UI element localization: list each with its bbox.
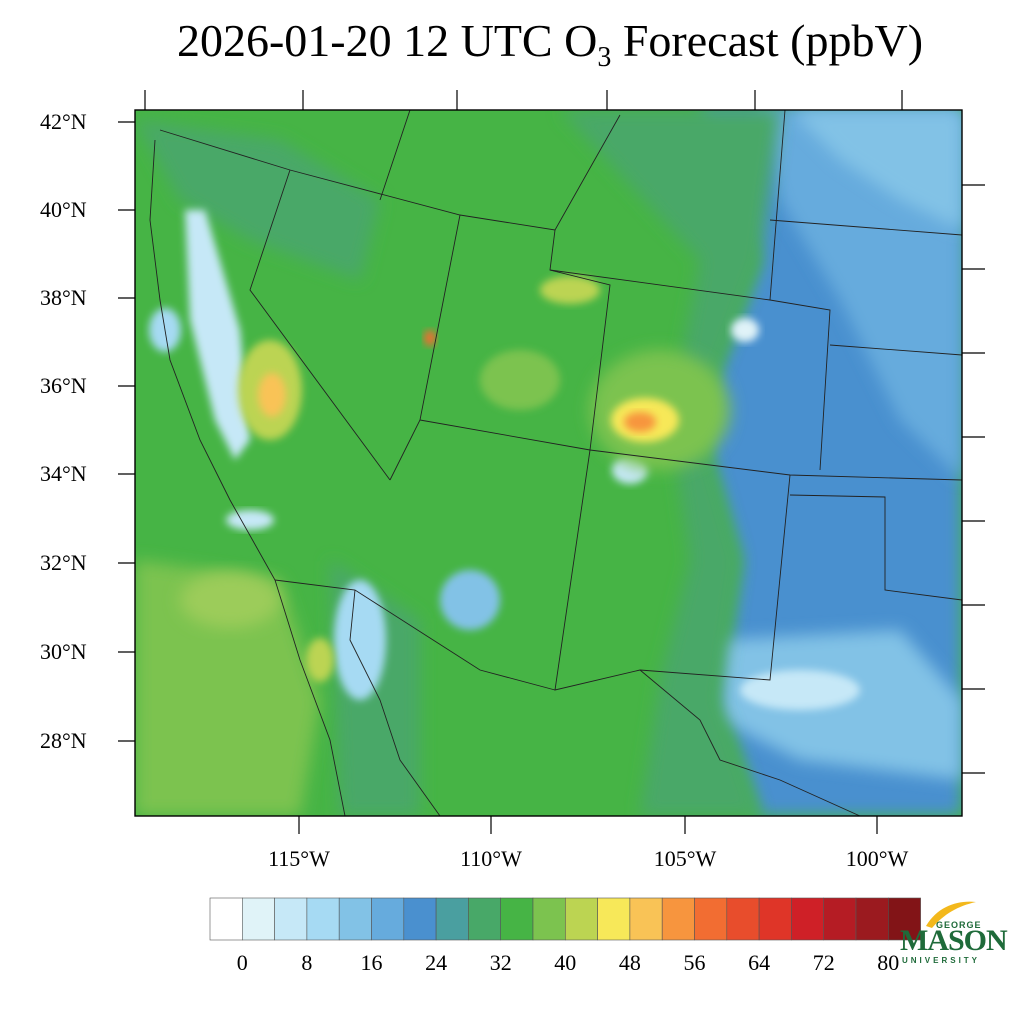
colorbar-swatch [855, 897, 889, 941]
lat-label-40n: 40°N [40, 197, 87, 222]
colorbar-swatch [468, 897, 501, 941]
lon-label-115w: 115°W [268, 846, 330, 871]
lon-label-110w: 110°W [460, 846, 522, 871]
title-main: 2026-01-20 12 UTC O [176, 15, 598, 66]
colorbar-swatch [274, 897, 308, 941]
lon-label-105w: 105°W [653, 846, 717, 871]
colorbar-swatch [209, 897, 243, 941]
colorbar-swatch [403, 897, 437, 941]
gmu-logo: GEORGE MASON UNIVERSITY [898, 896, 1008, 976]
lat-label-32n: 32°N [40, 550, 87, 575]
logo-swoosh-icon [926, 901, 976, 928]
colorbar-label: 16 [360, 950, 383, 975]
colorbar-label: 0 [236, 950, 248, 975]
colorbar-swatch [791, 897, 825, 941]
colorbar-swatch [661, 897, 695, 941]
lat-label-38n: 38°N [40, 285, 87, 310]
lat-label-30n: 30°N [40, 639, 87, 664]
colorbar-swatch [564, 897, 598, 941]
colorbar-swatch [758, 897, 792, 941]
map-ticks [118, 90, 985, 834]
colorbar-swatch [338, 897, 372, 941]
colorbar-label: 40 [554, 950, 577, 975]
colorbar-label: 8 [301, 950, 313, 975]
lon-label-100w: 100°W [845, 846, 909, 871]
colorbar-swatch [532, 897, 566, 941]
colorbar-swatch [629, 897, 663, 941]
colorbar-label: 80 [877, 950, 900, 975]
colorbar-swatch [823, 897, 857, 941]
colorbar-label: 56 [683, 950, 706, 975]
colorbar-swatch [726, 897, 760, 941]
colorbar-label: 64 [748, 950, 771, 975]
colorbar-swatch [371, 897, 405, 941]
map-frame [134, 109, 963, 817]
political-boundaries [149, 110, 962, 816]
colorbar [209, 897, 921, 941]
logo-top-text: GEORGE [936, 920, 982, 930]
lat-label-28n: 28°N [40, 728, 87, 753]
logo-bottom-text: UNIVERSITY [902, 956, 981, 965]
colorbar-label: 32 [489, 950, 512, 975]
colorbar-label: 24 [425, 950, 448, 975]
title-subscript: 3 [597, 42, 612, 74]
colorbar-swatch [694, 897, 728, 941]
colorbar-swatch [887, 897, 921, 941]
colorbar-swatch [242, 897, 275, 941]
map-title: 2026-01-20 12 UTC O3 Forecast (ppbV) [0, 14, 1024, 74]
colorbar-swatch [306, 897, 340, 941]
lat-label-36n: 36°N [40, 373, 87, 398]
logo-main-text: MASON [900, 924, 1008, 957]
title-suffix: Forecast (ppbV) [611, 15, 924, 66]
ozone-field [135, 110, 962, 816]
colorbar-swatch [500, 897, 534, 941]
colorbar-label: 48 [618, 950, 641, 975]
colorbar-label: 72 [812, 950, 835, 975]
lat-label-42n: 42°N [40, 109, 87, 134]
colorbar-swatch [597, 897, 631, 941]
lat-label-34n: 34°N [40, 461, 87, 486]
colorbar-swatch [435, 897, 469, 941]
